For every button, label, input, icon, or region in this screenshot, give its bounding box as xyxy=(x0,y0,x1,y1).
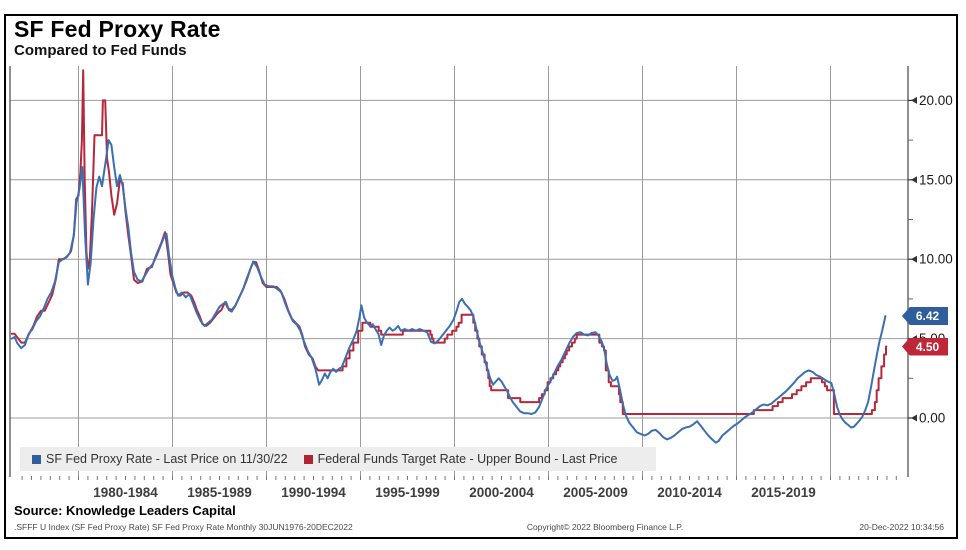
x-axis-band-label: 1985-1989 xyxy=(187,485,252,500)
x-axis-band-label: 1995-1999 xyxy=(375,485,440,500)
legend-label: SF Fed Proxy Rate - Last Price on 11/30/… xyxy=(46,452,288,466)
series-line xyxy=(10,139,887,444)
chart-timestamp: 20-Dec-2022 10:34:56 xyxy=(859,522,944,532)
y-tick-arrow-icon xyxy=(911,96,917,104)
y-tick-arrow-icon xyxy=(911,255,917,263)
legend-swatch-icon xyxy=(303,454,313,464)
y-tick-arrow-icon xyxy=(911,414,917,422)
source-note: Source: Knowledge Leaders Capital xyxy=(14,503,236,518)
chart-legend: SF Fed Proxy Rate - Last Price on 11/30/… xyxy=(20,447,656,471)
page-subtitle: Compared to Fed Funds xyxy=(14,42,187,59)
y-axis-label: 20.00 xyxy=(919,93,953,108)
legend-item: Federal Funds Target Rate - Upper Bound … xyxy=(303,452,618,466)
y-axis-label: 10.00 xyxy=(919,252,953,267)
legend-label: Federal Funds Target Rate - Upper Bound … xyxy=(317,452,618,466)
x-axis-band-label: 2000-2004 xyxy=(469,485,534,500)
legend-swatch-icon xyxy=(32,454,41,464)
last-price-badge: 6.42 xyxy=(902,307,948,326)
legend-item: SF Fed Proxy Rate - Last Price on 11/30/… xyxy=(32,452,288,466)
y-axis-label: 0.00 xyxy=(919,411,945,426)
security-descriptor: .SFFF U Index (SF Fed Proxy Rate) SF Fed… xyxy=(14,522,353,532)
x-axis-band-label: 1980-1984 xyxy=(93,485,158,500)
copyright-note: Copyright© 2022 Bloomberg Finance L.P. xyxy=(526,522,684,532)
series-line xyxy=(10,69,888,415)
y-tick-arrow-icon xyxy=(911,176,917,184)
x-axis-band-label: 1990-1994 xyxy=(281,485,346,500)
last-price-badge: 4.50 xyxy=(902,337,948,356)
x-axis-band-label: 2010-2014 xyxy=(657,485,722,500)
x-axis-band-label: 2005-2009 xyxy=(563,485,628,500)
y-axis-label: 15.00 xyxy=(919,172,953,187)
page-title: SF Fed Proxy Rate xyxy=(14,16,221,42)
x-axis-band-label: 2015-2019 xyxy=(751,485,816,500)
